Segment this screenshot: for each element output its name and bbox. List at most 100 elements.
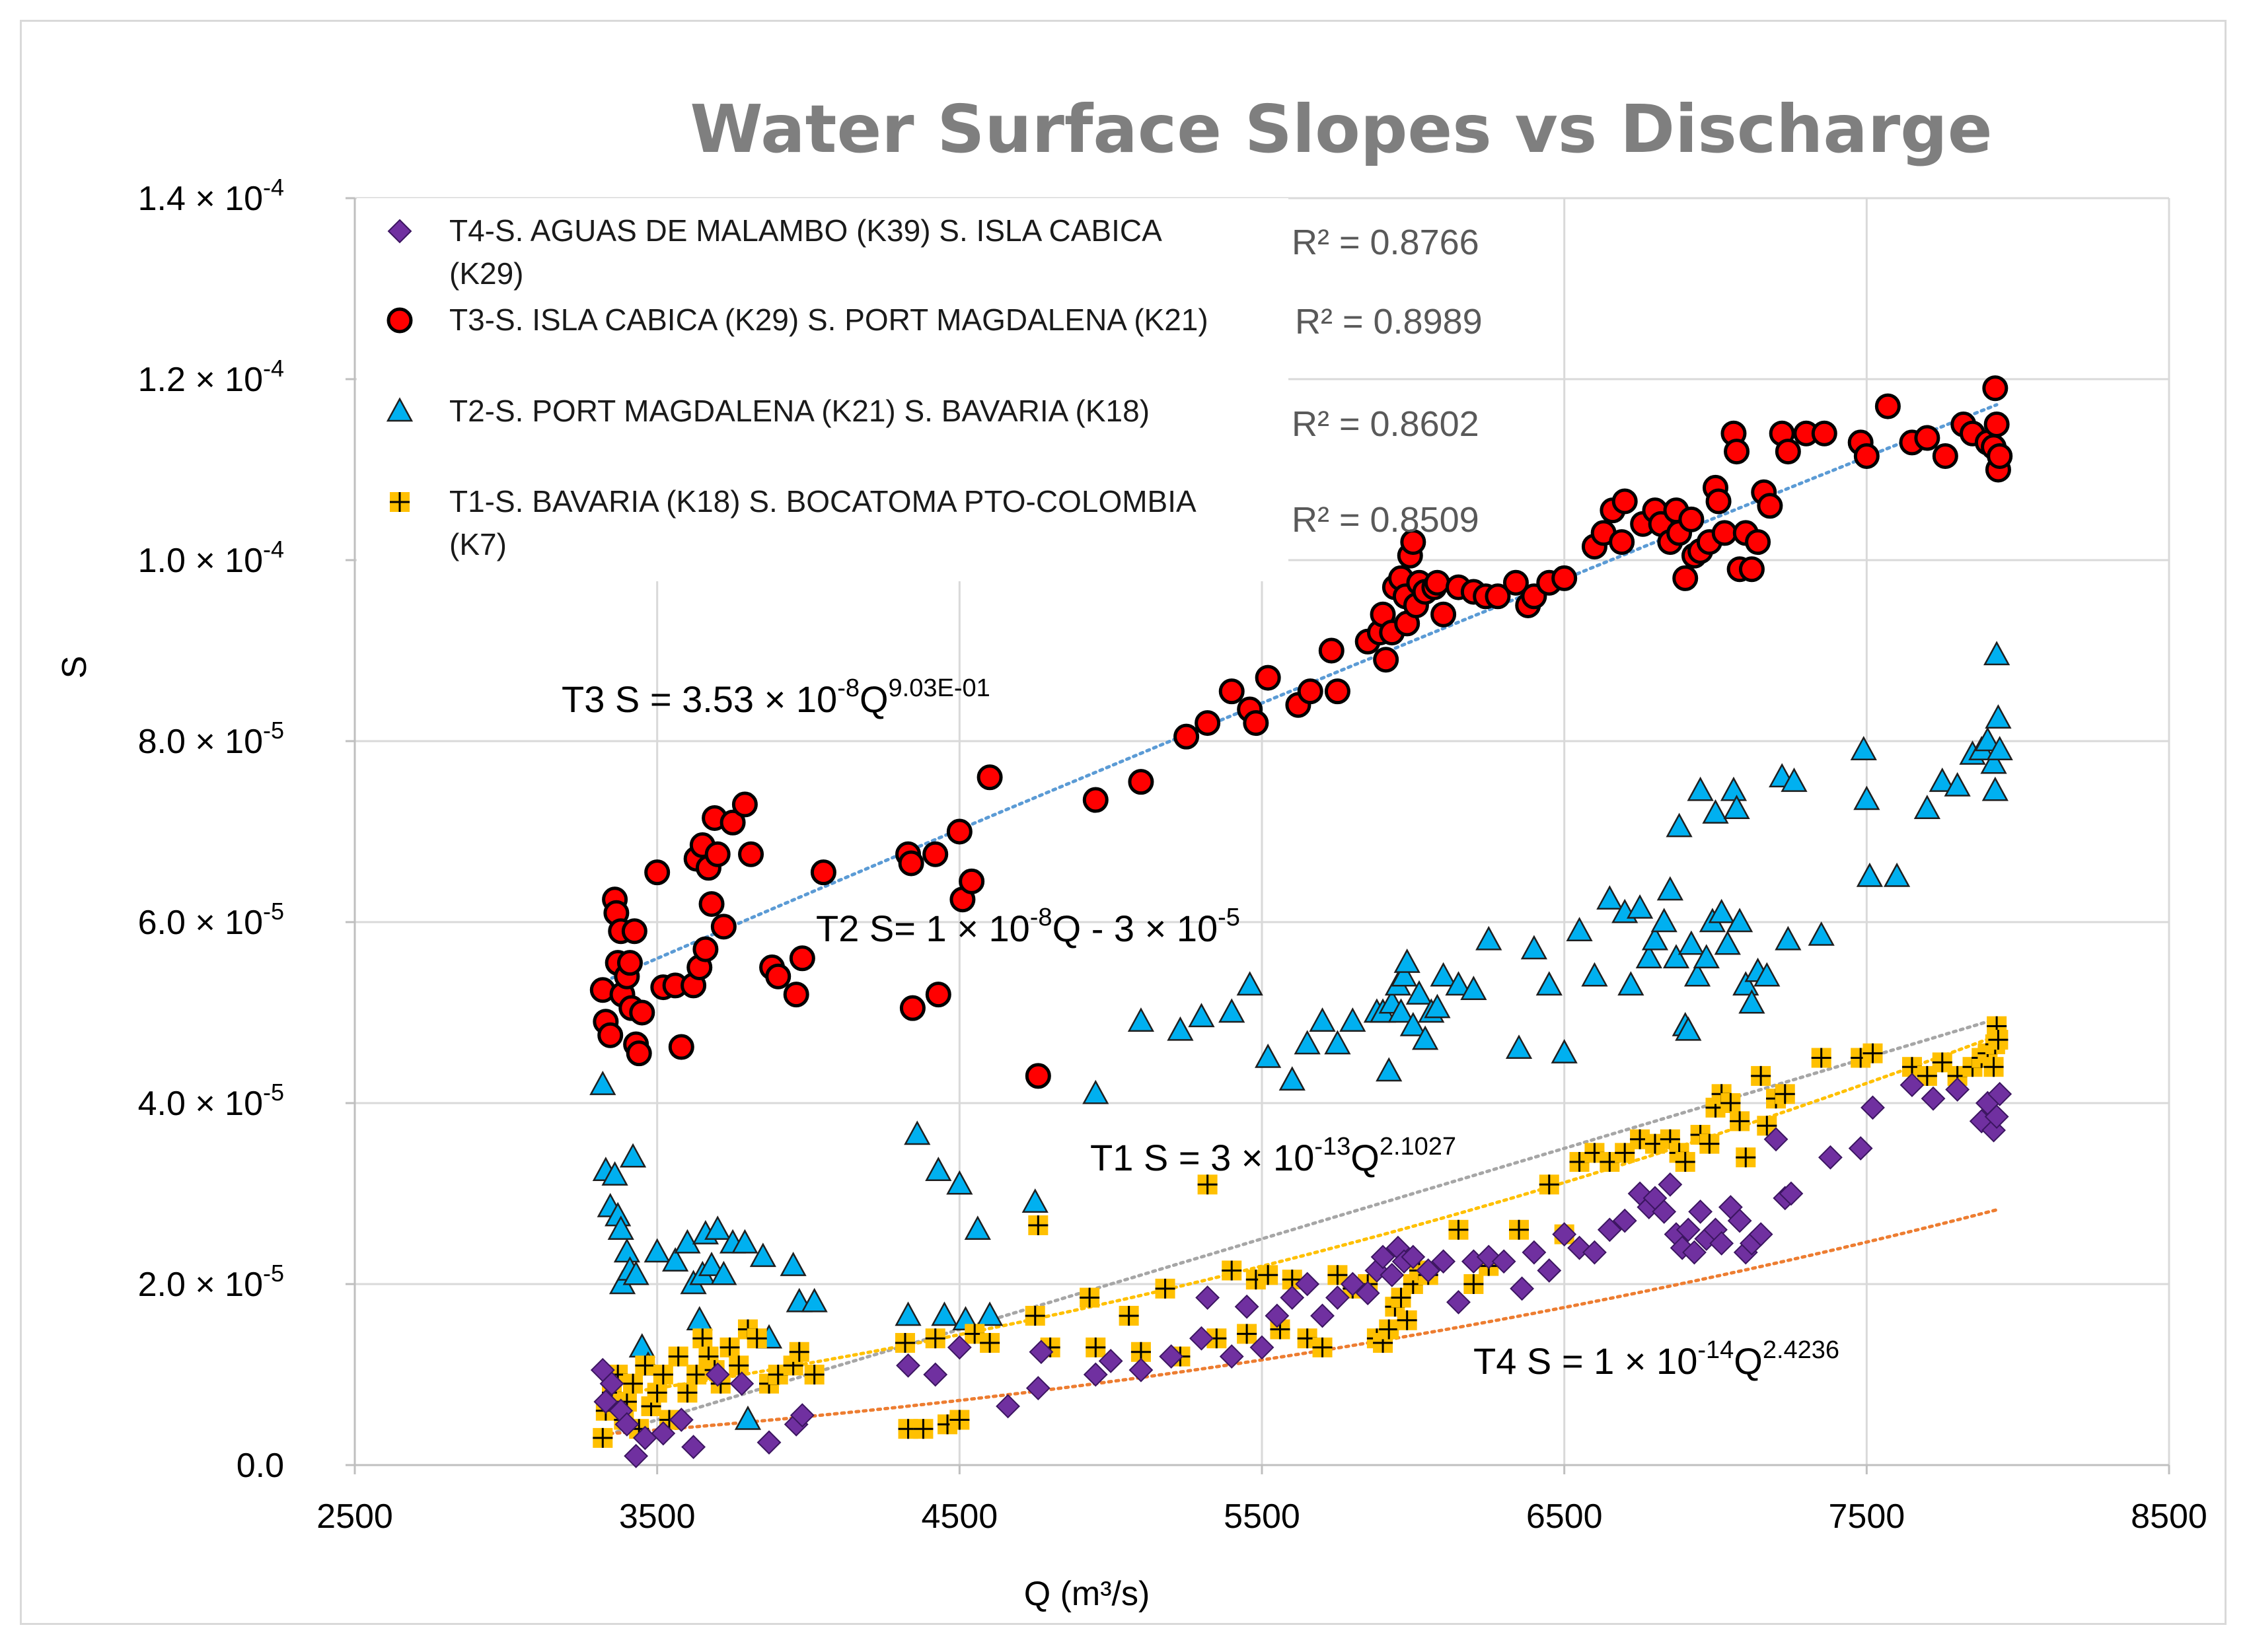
data-point-t2 xyxy=(1666,812,1693,838)
data-point-t4 xyxy=(1597,1217,1622,1242)
data-point-t2 xyxy=(1753,962,1781,987)
equation-t1: T1 S = 3 × 10-13Q2.1027 xyxy=(1090,1133,1456,1178)
data-point-t3 xyxy=(1318,637,1345,664)
data-point-t1-cross xyxy=(1086,1337,1106,1357)
equation-text: Q - 3 × 10 xyxy=(1052,908,1218,949)
data-point-t1 xyxy=(1086,1337,1106,1357)
data-point-t2 xyxy=(1738,989,1765,1014)
data-point-t2 xyxy=(1944,772,1971,797)
data-point-t1-cross xyxy=(653,1365,673,1384)
data-point-t1 xyxy=(895,1333,915,1353)
data-point-t2 xyxy=(1278,1066,1306,1091)
data-point-t3 xyxy=(621,918,647,945)
data-point-t1 xyxy=(1811,1048,1831,1068)
data-point-t4 xyxy=(1295,1272,1320,1297)
data-point-t2 xyxy=(1535,971,1563,996)
data-point-t1 xyxy=(729,1355,749,1376)
data-point-t1 xyxy=(1539,1174,1559,1195)
data-point-t2 xyxy=(1505,1034,1533,1059)
data-point-t3 xyxy=(1128,769,1154,795)
data-point-t3 xyxy=(1705,488,1732,515)
data-point-t2 xyxy=(1294,1030,1321,1055)
data-point-t3 xyxy=(1932,443,1958,469)
y-tick-label: 8.0 × 10-5 xyxy=(138,717,284,761)
data-point-t3 xyxy=(644,859,671,886)
data-point-t1-cross xyxy=(719,1337,740,1357)
equation-exponent: 9.03E-01 xyxy=(889,674,990,702)
data-point-t1 xyxy=(1119,1305,1139,1326)
data-point-t2 xyxy=(1714,930,1741,955)
data-point-t4 xyxy=(1612,1208,1637,1233)
data-point-t1-cross xyxy=(1699,1133,1720,1154)
data-point-t3 xyxy=(899,995,926,1021)
data-point-t2 xyxy=(1445,971,1472,996)
data-point-t3 xyxy=(1502,569,1529,596)
data-point-t1-cross xyxy=(747,1328,767,1349)
x-tick-label: 2500 xyxy=(316,1497,393,1536)
data-point-t4 xyxy=(1098,1349,1123,1373)
data-point-t1-cross xyxy=(668,1346,688,1367)
data-point-t1-cross xyxy=(1397,1310,1417,1330)
x-tick-label: 4500 xyxy=(921,1497,998,1536)
data-point-t1-cross xyxy=(804,1365,825,1384)
data-point-t2 xyxy=(1218,998,1245,1023)
data-point-t1-cross xyxy=(1811,1048,1831,1068)
data-point-t1-cross xyxy=(729,1355,749,1376)
data-point-t4 xyxy=(1280,1285,1305,1310)
data-point-t3 xyxy=(1255,664,1281,691)
data-point-t1 xyxy=(1397,1310,1417,1330)
data-point-t2 xyxy=(1399,1011,1426,1036)
equation-text: Q xyxy=(860,678,889,720)
data-point-t4 xyxy=(1234,1294,1259,1319)
data-point-t3 xyxy=(1987,443,2013,469)
legend-label-t4: T4-S. AGUAS DE MALAMBO (K39) S. ISLA CAB… xyxy=(449,213,1162,248)
data-point-t1 xyxy=(1751,1065,1771,1086)
data-point-t2 xyxy=(1412,1025,1439,1050)
x-tick-label: 8500 xyxy=(2131,1497,2207,1536)
data-point-t4 xyxy=(1763,1127,1788,1152)
data-point-t4 xyxy=(705,1362,730,1387)
data-point-t2 xyxy=(1683,962,1711,987)
data-point-t1-cross xyxy=(692,1328,713,1349)
data-point-t2 xyxy=(1424,993,1451,1019)
data-point-t4 xyxy=(1709,1231,1734,1256)
data-point-t4 xyxy=(1446,1289,1471,1314)
data-point-t1 xyxy=(653,1365,673,1384)
data-point-t4 xyxy=(1818,1145,1843,1170)
data-point-t3 xyxy=(1775,439,1801,465)
data-point-t2 xyxy=(644,1238,671,1263)
data-point-t2 xyxy=(1708,898,1735,923)
data-point-t2 xyxy=(1551,1039,1578,1063)
data-point-t2 xyxy=(589,1070,616,1095)
legend-label-t1: (K7) xyxy=(449,527,507,561)
data-point-t2 xyxy=(780,1251,807,1276)
y-tick-exponent: -5 xyxy=(263,1079,284,1106)
data-point-t1-cross xyxy=(1988,1030,2009,1050)
legend-label-t2: T2-S. PORT MAGDALENA (K21) S. BAVARIA (K… xyxy=(449,394,1150,428)
data-point-t2 xyxy=(1393,949,1420,973)
legend-marker-t1 xyxy=(390,492,410,512)
data-point-t4 xyxy=(1431,1249,1456,1274)
y-tick-mantissa: 8.0 × 10 xyxy=(138,723,263,761)
data-point-t2 xyxy=(1236,971,1263,996)
data-point-t2 xyxy=(704,1215,731,1240)
data-point-t4 xyxy=(790,1403,815,1428)
r-squared-t3: R² = 0.8989 xyxy=(1295,302,1483,341)
data-point-t3 xyxy=(977,764,1003,791)
data-point-t4 xyxy=(1537,1258,1562,1283)
legend-label-t4: (K29) xyxy=(449,256,523,291)
data-point-t2 xyxy=(1723,795,1750,819)
data-point-t2 xyxy=(607,1215,634,1240)
data-point-t1-cross xyxy=(647,1383,667,1403)
y-tick-label: 1.2 × 10-4 xyxy=(138,355,284,399)
data-point-t2 xyxy=(1596,885,1623,910)
data-point-t4 xyxy=(1984,1104,2009,1129)
data-point-t2 xyxy=(976,1301,1004,1326)
data-point-t2 xyxy=(749,1242,776,1268)
data-point-t3 xyxy=(1678,506,1705,532)
data-point-t3 xyxy=(692,936,719,962)
data-point-t3 xyxy=(1757,493,1783,519)
data-point-t1-cross xyxy=(949,1410,970,1430)
y-axis-label: S xyxy=(55,656,94,679)
